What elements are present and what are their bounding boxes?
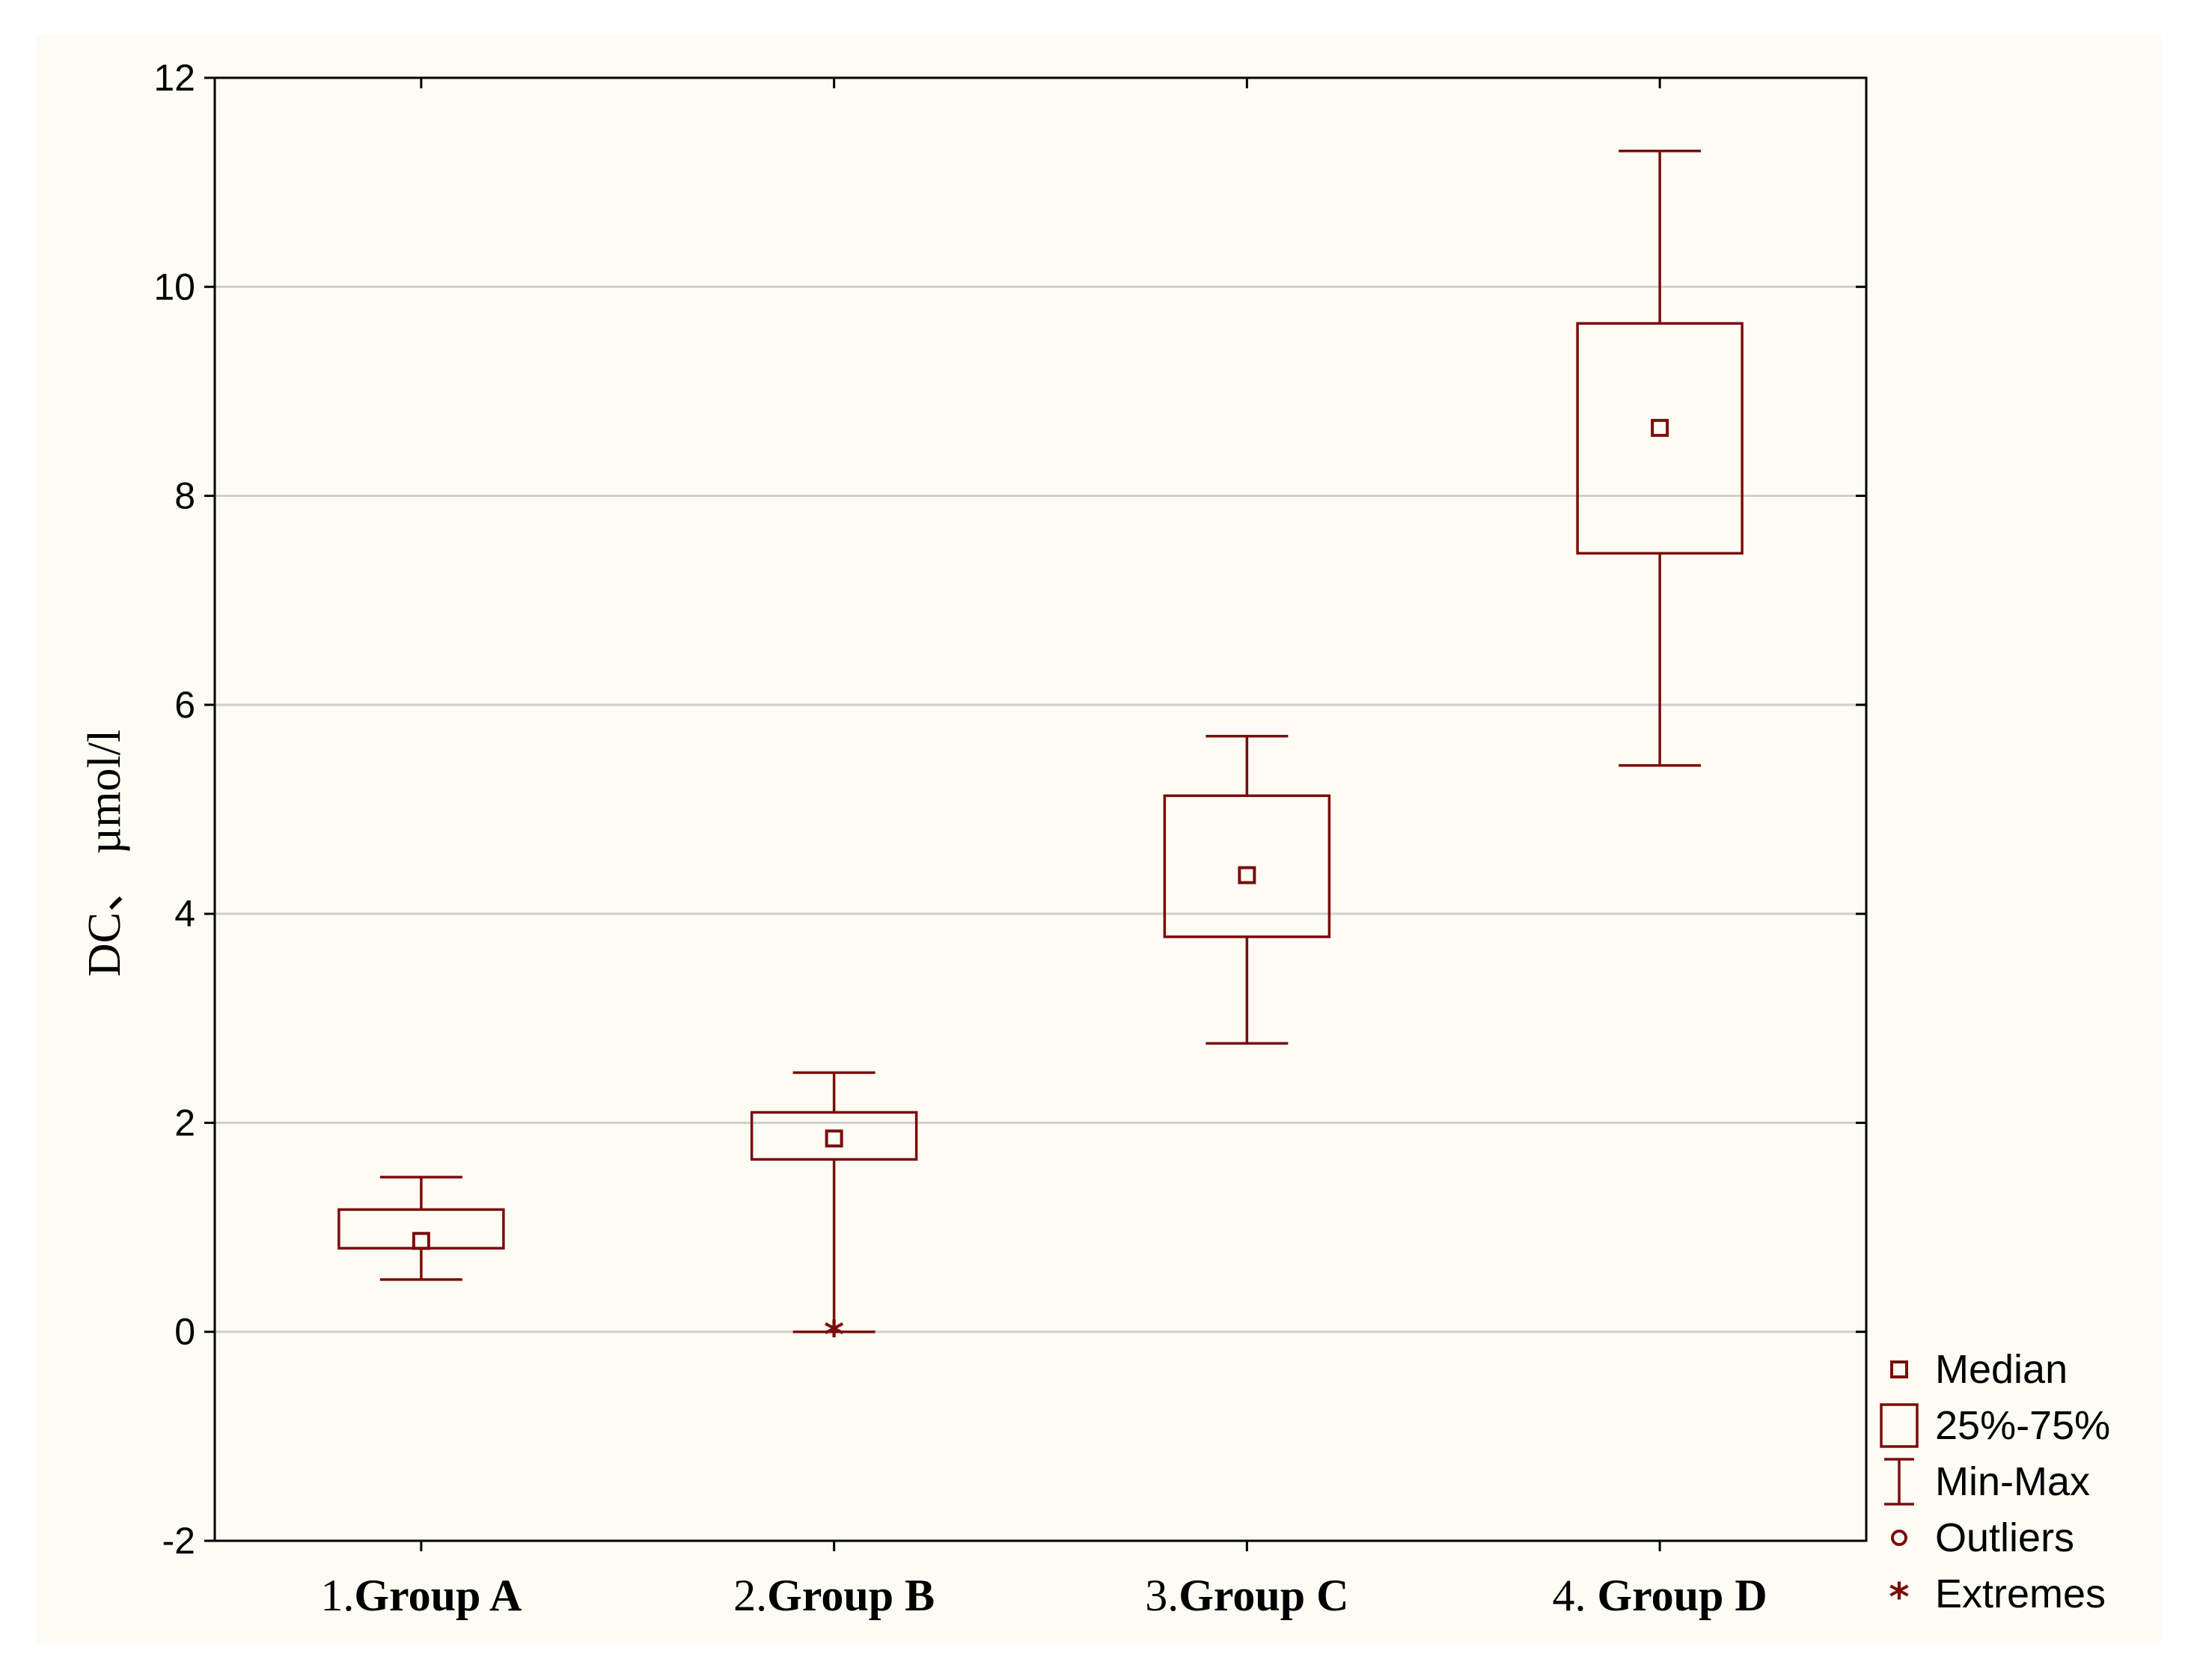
legend-median-icon	[1890, 1360, 1908, 1378]
box-group-3	[1163, 735, 1331, 1045]
plot-frame	[213, 76, 1868, 1542]
legend-outlier-icon	[1891, 1530, 1907, 1546]
category-number: 2.	[733, 1571, 767, 1620]
legend-box-icon	[1880, 1403, 1919, 1448]
box-group-4	[1576, 150, 1744, 767]
y-tick-label: 4	[174, 893, 195, 935]
y-tick-label: -2	[162, 1520, 195, 1562]
category-number: 4.	[1552, 1571, 1597, 1620]
legend-item-box: 25%-75%	[1880, 1403, 2110, 1448]
legend-item-median: Median	[1890, 1347, 2068, 1392]
x-category-label: 4. Group D	[1552, 1571, 1767, 1620]
category-name: Group C	[1179, 1571, 1348, 1620]
y-tick-label: 8	[174, 475, 195, 517]
y-tick-label: 12	[153, 57, 195, 99]
legend-item-extreme: * Extremes	[1889, 1571, 2106, 1620]
legend-label: Median	[1935, 1347, 2068, 1392]
legend-extreme-icon: *	[1889, 1575, 1909, 1620]
y-tick-label: 10	[153, 266, 195, 308]
category-name: Group D	[1597, 1571, 1767, 1620]
iqr-box	[337, 1208, 505, 1250]
legend-label: Extremes	[1935, 1571, 2106, 1616]
category-number: 1.	[320, 1571, 354, 1620]
median-marker	[412, 1232, 430, 1250]
median-marker	[1651, 418, 1669, 437]
box-group-2: *	[750, 1071, 918, 1358]
y-axis-title: DC、 µmol/l	[79, 730, 130, 977]
box-group-1	[337, 1176, 505, 1281]
x-category-label: 1.Group A	[320, 1571, 522, 1620]
y-tick-label: 6	[174, 684, 195, 726]
category-number: 3.	[1145, 1571, 1179, 1620]
x-category-label: 3.Group C	[1145, 1571, 1348, 1620]
category-name: Group B	[767, 1571, 935, 1620]
x-category-label: 2.Group B	[733, 1571, 935, 1620]
legend-item-whisker: Min-Max	[1884, 1458, 2090, 1506]
legend-item-outlier: Outliers	[1891, 1515, 2074, 1560]
iqr-box	[1163, 794, 1331, 938]
chart-panel	[36, 34, 2161, 1643]
legend-label: 25%-75%	[1935, 1403, 2110, 1448]
iqr-box	[1576, 322, 1744, 555]
iqr-box	[750, 1111, 918, 1161]
y-tick-label: 2	[174, 1102, 195, 1143]
y-tick-label: 0	[174, 1311, 195, 1353]
median-marker	[825, 1129, 843, 1148]
legend-label: Outliers	[1935, 1515, 2074, 1560]
median-marker	[1238, 866, 1256, 885]
category-name: Group A	[354, 1571, 522, 1620]
legend-label: Min-Max	[1935, 1459, 2090, 1504]
extreme-marker: *	[824, 1313, 844, 1358]
